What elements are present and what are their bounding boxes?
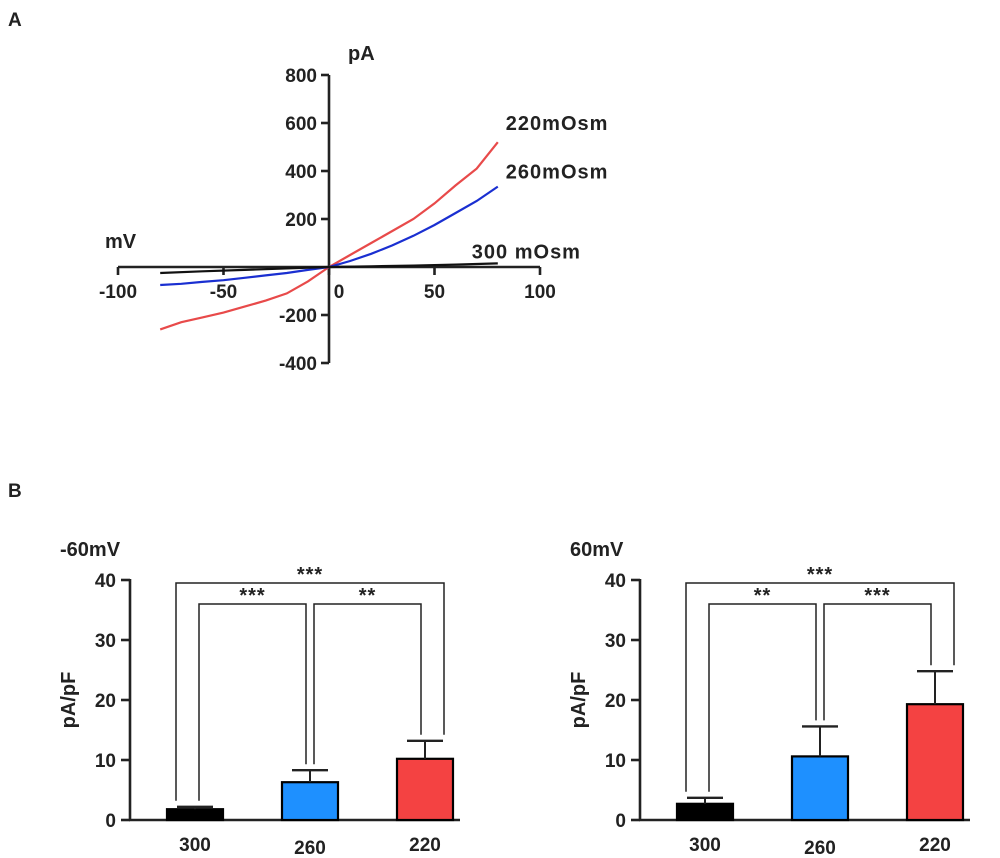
chart-title: 60mV xyxy=(570,539,624,561)
category-label: 220 xyxy=(919,835,951,856)
x-tick-label: 0 xyxy=(334,282,345,303)
y-tick-label: 40 xyxy=(605,571,626,592)
iv-curve-chart: -100 -50 0 50 100 -400 -200 200 400 600 800 mV pA 220… xyxy=(99,43,609,375)
x-tick-label: 50 xyxy=(424,282,445,303)
panel-label-b: B xyxy=(8,481,22,502)
y-tick-label: 30 xyxy=(95,631,116,652)
category-label: 300 xyxy=(179,835,211,856)
bar-220 xyxy=(395,757,455,822)
significance-bracket xyxy=(823,603,932,721)
bar-260 xyxy=(790,755,850,822)
bar-300 xyxy=(675,802,735,822)
y-tick-label: -400 xyxy=(279,354,317,375)
significance-bracket xyxy=(685,582,955,792)
significance-bracket xyxy=(175,582,445,801)
y-tick-label: 20 xyxy=(605,691,626,712)
y-axis-label: pA xyxy=(348,43,375,65)
bar-300 xyxy=(165,808,225,822)
y-tick-label: -200 xyxy=(279,306,317,327)
significance-bracket xyxy=(313,603,422,765)
y-tick-label: 0 xyxy=(105,811,116,832)
y-tick-label: 400 xyxy=(285,162,317,183)
y-axis-label: pA/pF xyxy=(58,672,80,729)
y-tick-label: 0 xyxy=(615,811,626,832)
x-tick-label: -50 xyxy=(210,282,237,303)
panel-label-a: A xyxy=(8,10,22,31)
category-label: 300 xyxy=(689,835,721,856)
x-axis-label: mV xyxy=(105,231,137,253)
series-label-0: 220mOsm xyxy=(506,113,609,135)
significance-label: ** xyxy=(754,585,772,607)
x-tick-label: -100 xyxy=(99,282,137,303)
y-tick-label: 800 xyxy=(285,66,317,87)
significance-label: *** xyxy=(864,585,890,607)
y-tick-label: 40 xyxy=(95,571,116,592)
chart-title: -60mV xyxy=(60,539,121,561)
category-label: 220 xyxy=(409,835,441,856)
bar-260 xyxy=(280,781,340,822)
y-tick-label: 600 xyxy=(285,114,317,135)
significance-bracket xyxy=(708,603,817,792)
significance-label: *** xyxy=(807,564,833,586)
category-label: 260 xyxy=(804,838,836,858)
category-label: 260 xyxy=(294,838,326,858)
series-label-1: 260mOsm xyxy=(506,162,609,184)
significance-label: ** xyxy=(359,585,377,607)
y-tick-label: 20 xyxy=(95,691,116,712)
significance-label: *** xyxy=(297,564,323,586)
bar-220 xyxy=(905,703,965,822)
y-tick-label: 30 xyxy=(605,631,626,652)
x-tick-label: 100 xyxy=(524,282,556,303)
y-axis-label: pA/pF xyxy=(568,672,590,729)
significance-bracket xyxy=(198,603,307,801)
y-tick-label: 10 xyxy=(95,751,116,772)
y-tick-label: 10 xyxy=(605,751,626,772)
series-line-2 xyxy=(160,262,498,275)
y-tick-label: 200 xyxy=(285,210,317,231)
series-label-2: 300 mOsm xyxy=(472,241,581,263)
significance-label: *** xyxy=(239,585,265,607)
